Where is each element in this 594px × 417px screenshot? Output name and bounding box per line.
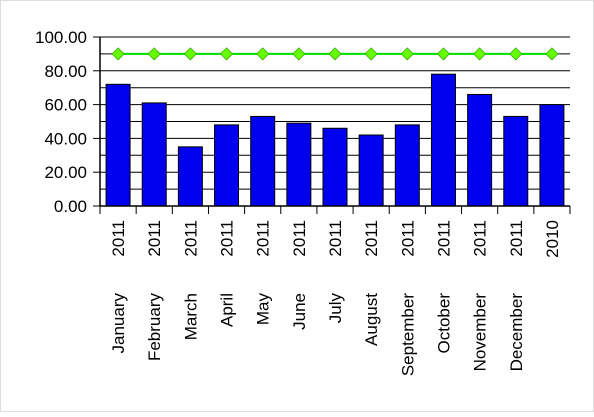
bar [539, 104, 565, 207]
bar [250, 115, 276, 207]
x-tick-label-year: 2011 [434, 220, 453, 257]
x-tick-label-month: August [362, 293, 381, 346]
diamond-marker [436, 47, 451, 61]
x-tick-label-month: October [434, 293, 453, 354]
bar [322, 127, 348, 207]
bar [430, 73, 456, 207]
x-tick-label-year: 2011 [398, 220, 417, 257]
diamond-marker [147, 47, 161, 61]
x-tick-label-year: 2011 [254, 220, 273, 257]
x-tick-label-month: May [254, 293, 273, 326]
diamond-marker [545, 47, 559, 61]
x-tick-label-year: 2011 [507, 220, 526, 257]
target-line [111, 47, 559, 61]
x-tick-label-month: July [326, 293, 345, 324]
y-tick-label: 100.00 [35, 28, 87, 47]
x-tick-label-year: 2011 [471, 220, 490, 257]
axes [93, 36, 571, 214]
x-tick-label-year: 2011 [290, 220, 309, 257]
x-tick-label-month: September [398, 293, 417, 376]
bar [214, 124, 240, 207]
bar [286, 122, 312, 207]
diamond-marker [473, 47, 487, 61]
x-tick-label-month: June [290, 293, 309, 330]
diamond-marker [111, 47, 125, 61]
x-tick-label-year: 2011 [145, 220, 164, 257]
y-tick-label: 80.00 [44, 62, 87, 81]
diamond-marker [256, 47, 270, 61]
x-tick-label-year: 2010 [543, 220, 562, 258]
x-tick-label-month: January [109, 293, 128, 354]
x-tick-label-month: February [145, 293, 164, 362]
bar [503, 115, 529, 207]
diamond-marker [219, 47, 234, 61]
x-tick-label-month: November [471, 293, 490, 372]
diamond-marker [364, 47, 378, 61]
bar [105, 83, 131, 207]
bar [141, 102, 167, 207]
y-tick-label: 0.00 [54, 197, 87, 216]
diamond-marker [183, 47, 197, 61]
bar [394, 124, 420, 207]
x-tick-label-year: 2011 [181, 220, 200, 257]
bar [358, 134, 384, 207]
x-tick-labels: 2011 January 2011 February 2011 March 2011 Apri… [109, 220, 562, 376]
diamond-marker [328, 47, 342, 61]
y-tick-label: 60.00 [44, 96, 87, 115]
x-tick-label-month: December [507, 293, 526, 372]
bar [467, 93, 493, 207]
x-tick-label-month: March [181, 293, 200, 340]
x-tick-label-year: 2011 [218, 220, 237, 257]
diamond-marker [509, 47, 523, 61]
x-tick-label-year: 2011 [109, 220, 128, 257]
y-tick-label: 40.00 [44, 129, 87, 148]
diamond-marker [292, 47, 306, 61]
x-tick-label-year: 2011 [326, 220, 345, 257]
x-tick-label-month: April [218, 293, 237, 327]
diamond-marker [400, 47, 414, 61]
bar [177, 146, 203, 207]
y-tick-labels: 0.00 20.00 40.00 60.00 80.00 100.00 [35, 28, 87, 216]
y-tick-label: 20.00 [44, 163, 87, 182]
x-tick-label-year: 2011 [362, 220, 381, 257]
